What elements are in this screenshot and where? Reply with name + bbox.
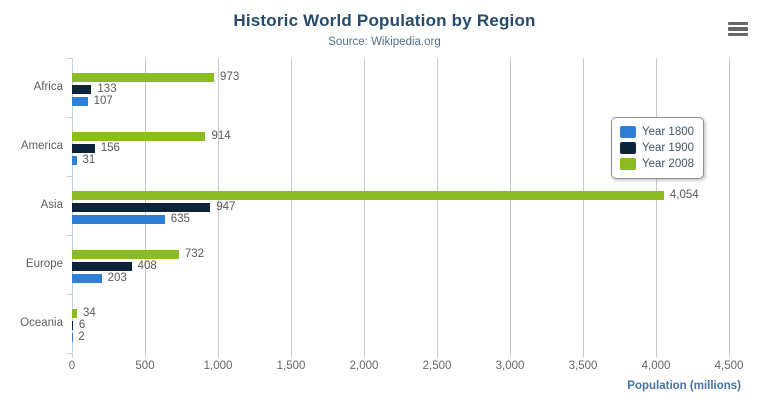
x-axis-tick-label: 4,500 — [714, 360, 744, 372]
gridline — [655, 58, 657, 353]
x-axis-tick — [363, 353, 365, 358]
bar-value-label: 203 — [107, 271, 127, 284]
bar-value-label: 635 — [170, 212, 190, 225]
y-axis-tick — [67, 116, 72, 118]
bar-year-1900[interactable] — [72, 320, 73, 330]
category-label: America — [20, 139, 63, 152]
category-label: Africa — [33, 80, 63, 93]
bar-year-1800[interactable] — [72, 214, 165, 224]
category-label: Oceania — [20, 316, 63, 329]
bar-year-2008[interactable] — [72, 308, 77, 318]
bar-value-label: 4,054 — [669, 188, 699, 201]
bar-year-1900[interactable] — [72, 143, 95, 153]
legend-label: Year 2008 — [642, 158, 695, 170]
bar-value-label: 133 — [97, 82, 117, 95]
bar-value-label: 34 — [82, 306, 96, 319]
x-axis-tick-label: 3,000 — [495, 360, 525, 372]
bar-value-label: 408 — [137, 259, 157, 272]
y-axis-tick — [67, 352, 72, 354]
chart-title: Historic World Population by Region — [233, 11, 536, 30]
legend-label: Year 1900 — [642, 142, 695, 154]
bar-value-label: 31 — [82, 153, 96, 166]
x-axis-tick — [71, 353, 73, 358]
hamburger-bar — [728, 22, 748, 26]
legend-item-year-2008[interactable]: Year 2008 — [620, 156, 694, 172]
bar-year-1800[interactable] — [72, 155, 77, 165]
bar-year-1800[interactable] — [72, 273, 102, 283]
gridline — [217, 58, 219, 353]
x-axis-tick-label: 1,500 — [276, 360, 306, 372]
x-axis-tick — [290, 353, 292, 358]
legend: Year 1800 Year 1900 Year 2008 — [611, 117, 705, 179]
y-axis-tick — [67, 57, 72, 59]
bar-year-1800[interactable] — [72, 96, 88, 106]
bar-year-2008[interactable] — [72, 72, 215, 82]
chart-subtitle: Source: Wikipedia.org — [328, 36, 441, 48]
bar-value-label: 6 — [78, 318, 86, 331]
x-axis-tick — [436, 353, 438, 358]
category-label: Europe — [25, 257, 63, 270]
x-axis-tick — [582, 353, 584, 358]
bar-value-label: 947 — [216, 200, 236, 213]
gridline — [290, 58, 292, 353]
x-axis-tick-label: 3,500 — [568, 360, 598, 372]
hamburger-bar — [728, 32, 748, 36]
x-axis-title: Population (millions) — [627, 380, 741, 392]
legend-symbol — [620, 158, 636, 170]
legend-symbol — [620, 142, 636, 154]
legend-symbol — [620, 126, 636, 138]
bar-value-label: 107 — [93, 94, 113, 107]
legend-item-year-1900[interactable]: Year 1900 — [620, 140, 694, 156]
bar-value-label: 156 — [100, 141, 120, 154]
x-axis-tick — [728, 353, 730, 358]
y-axis-tick — [67, 175, 72, 177]
x-axis-tick-label: 0 — [68, 360, 76, 372]
gridline — [582, 58, 584, 353]
x-axis-tick-label: 500 — [135, 360, 155, 372]
x-axis-tick — [509, 353, 511, 358]
bar-year-2008[interactable] — [72, 190, 664, 200]
legend-item-year-1800[interactable]: Year 1800 — [620, 124, 694, 140]
x-axis-tick-label: 2,000 — [349, 360, 379, 372]
gridline — [436, 58, 438, 353]
hamburger-bar — [728, 27, 748, 31]
y-axis-tick — [67, 293, 72, 295]
bar-year-2008[interactable] — [72, 249, 179, 259]
hamburger-menu-icon[interactable] — [728, 22, 748, 36]
bar-value-label: 973 — [220, 70, 240, 83]
x-axis-tick — [144, 353, 146, 358]
gridline — [728, 58, 730, 353]
bar-year-1900[interactable] — [72, 202, 211, 212]
y-axis-tick — [67, 234, 72, 236]
category-label: Asia — [40, 198, 63, 211]
bar-year-1900[interactable] — [72, 84, 92, 94]
x-axis-tick — [655, 353, 657, 358]
bar-value-label: 2 — [78, 330, 85, 343]
legend-label: Year 1800 — [642, 126, 695, 138]
gridline — [509, 58, 511, 353]
gridline — [363, 58, 365, 353]
bar-value-label: 732 — [184, 247, 205, 260]
x-axis-tick-label: 1,000 — [203, 360, 233, 372]
x-axis-tick — [217, 353, 219, 358]
x-axis-tick-label: 2,500 — [422, 360, 452, 372]
bar-year-1900[interactable] — [72, 261, 132, 271]
x-axis-tick-label: 4,000 — [641, 360, 671, 372]
bar-year-2008[interactable] — [72, 131, 206, 141]
bar-value-label: 914 — [211, 129, 231, 142]
